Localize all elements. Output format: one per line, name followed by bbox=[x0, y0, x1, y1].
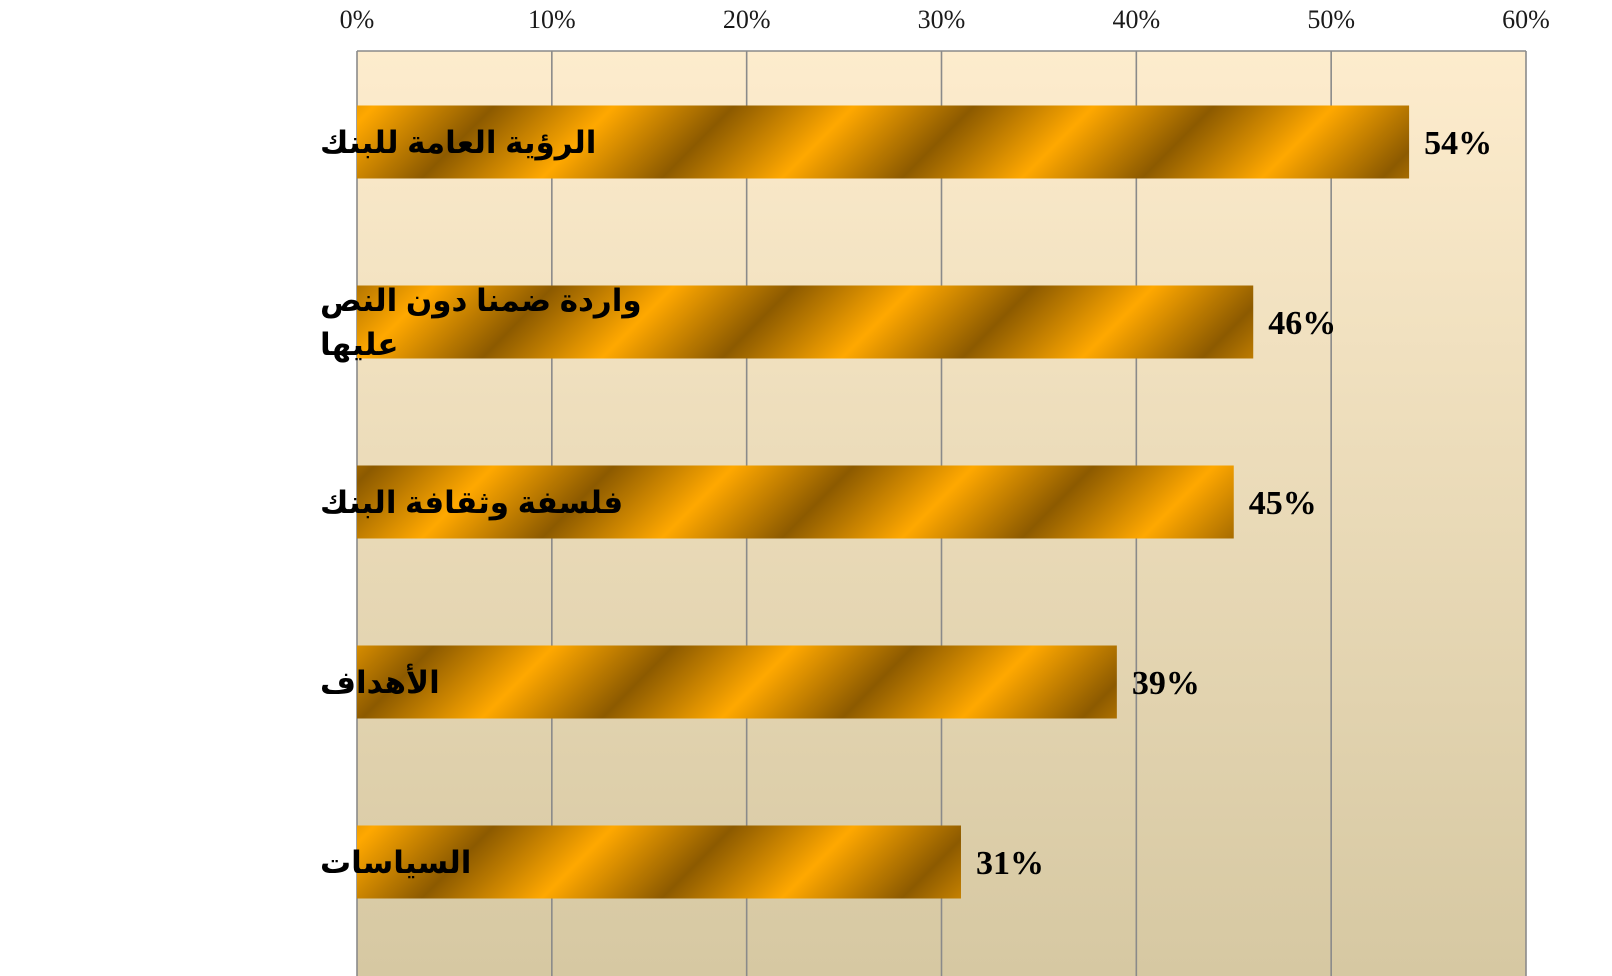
data-label: 46% bbox=[1268, 305, 1336, 342]
x-tick-label: 60% bbox=[1502, 5, 1550, 34]
x-tick-label: 10% bbox=[528, 5, 576, 34]
x-tick-label: 50% bbox=[1307, 5, 1355, 34]
bar bbox=[357, 105, 1410, 179]
category-label: فلسفة وثقافة البنك bbox=[320, 485, 623, 521]
data-label: 54% bbox=[1424, 125, 1492, 162]
x-tick-label: 20% bbox=[723, 5, 771, 34]
data-label: 31% bbox=[976, 845, 1044, 882]
bar bbox=[357, 285, 1254, 359]
bar bbox=[357, 645, 1117, 719]
data-label: 45% bbox=[1249, 485, 1317, 522]
category-label: عليها bbox=[320, 327, 399, 363]
x-tick-label: 0% bbox=[340, 5, 375, 34]
category-label: واردة ضمنا دون النص bbox=[320, 283, 642, 319]
category-label: الرؤية العامة للبنك bbox=[320, 125, 596, 161]
data-labels: 54% 46% 45% 39% 31% bbox=[976, 125, 1492, 882]
data-label: 39% bbox=[1132, 665, 1200, 702]
bar bbox=[357, 465, 1234, 539]
category-label: السياسات bbox=[320, 845, 471, 880]
category-labels: الرؤية العامة للبنك واردة ضمنا دون النص عل… bbox=[320, 125, 642, 880]
bar bbox=[357, 825, 961, 899]
bars bbox=[357, 105, 1410, 899]
x-axis-ticks: 0% 10% 20% 30% 40% 50% 60% bbox=[340, 5, 1550, 34]
x-tick-label: 30% bbox=[918, 5, 966, 34]
category-label: الأهداف bbox=[320, 663, 440, 700]
x-tick-label: 40% bbox=[1112, 5, 1160, 34]
